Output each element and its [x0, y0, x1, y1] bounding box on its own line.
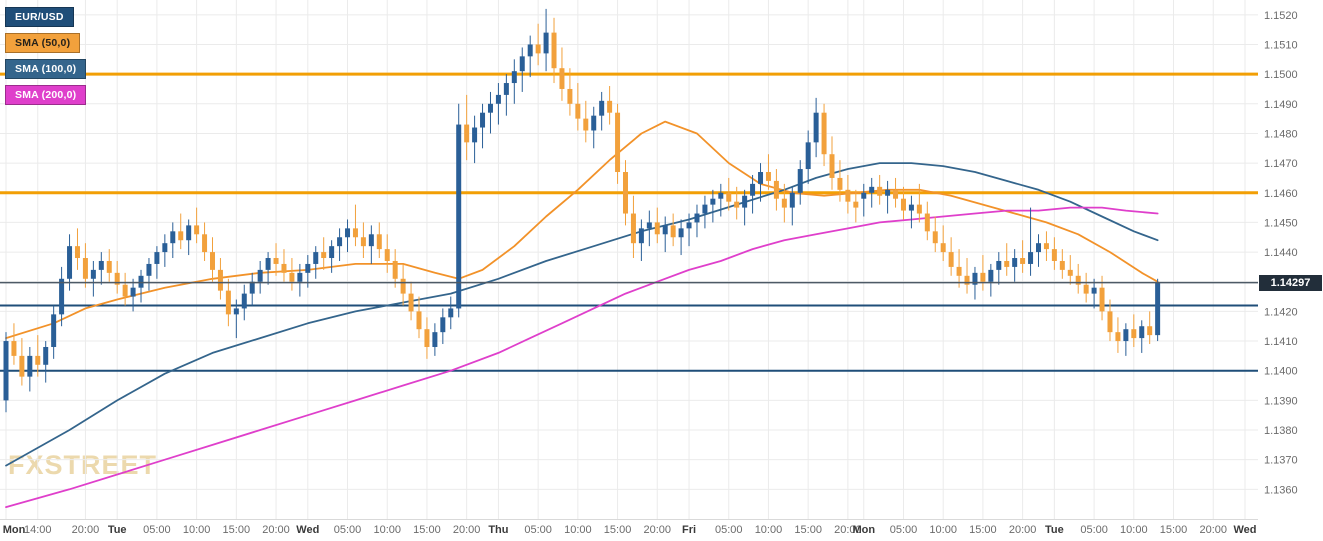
svg-text:1.1410: 1.1410	[1264, 336, 1298, 348]
svg-text:10:00: 10:00	[929, 524, 957, 536]
svg-text:14:00: 14:00	[24, 524, 52, 536]
grid-lines	[0, 0, 1258, 519]
legend-chip-sma-200[interactable]: SMA (200,0)	[5, 85, 87, 105]
svg-text:1.1510: 1.1510	[1264, 39, 1298, 51]
svg-text:20:00: 20:00	[72, 524, 100, 536]
svg-text:15:00: 15:00	[794, 524, 822, 536]
svg-text:20:00: 20:00	[453, 524, 481, 536]
svg-text:05:00: 05:00	[1080, 524, 1108, 536]
chart-legend: EUR/USD SMA (50,0) SMA (100,0) SMA (200,…	[5, 7, 87, 111]
svg-text:1.1360: 1.1360	[1264, 484, 1298, 496]
svg-text:15:00: 15:00	[223, 524, 251, 536]
candlestick-series[interactable]	[3, 8, 1161, 413]
svg-text:05:00: 05:00	[334, 524, 362, 536]
svg-text:10:00: 10:00	[755, 524, 783, 536]
svg-text:20:00: 20:00	[262, 524, 290, 536]
svg-text:05:00: 05:00	[143, 524, 171, 536]
svg-text:05:00: 05:00	[715, 524, 743, 536]
svg-text:05:00: 05:00	[524, 524, 552, 536]
legend-chip-sma-50[interactable]: SMA (50,0)	[5, 33, 81, 53]
sma-200-line	[5, 206, 1159, 509]
svg-text:1.1490: 1.1490	[1264, 99, 1298, 111]
svg-text:Wed: Wed	[296, 524, 319, 536]
svg-text:1.1370: 1.1370	[1264, 455, 1298, 467]
fxstreet-watermark: FXSTREET	[8, 450, 158, 480]
svg-text:05:00: 05:00	[890, 524, 918, 536]
svg-text:15:00: 15:00	[969, 524, 997, 536]
svg-text:Fri: Fri	[682, 524, 696, 536]
y-axis-labels: 1.1520 1.1510 1.1500 1.1490 1.1480 1.1470 1.14…	[1264, 10, 1298, 497]
svg-text:1.1390: 1.1390	[1264, 395, 1298, 407]
svg-text:20:00: 20:00	[644, 524, 672, 536]
last-price-badge: 1.14297	[1259, 275, 1322, 291]
svg-text:10:00: 10:00	[183, 524, 211, 536]
svg-text:Tue: Tue	[1045, 524, 1064, 536]
svg-text:15:00: 15:00	[1160, 524, 1188, 536]
svg-text:1.1380: 1.1380	[1264, 425, 1298, 437]
legend-chip-eurusd[interactable]: EUR/USD	[5, 7, 74, 27]
svg-text:10:00: 10:00	[373, 524, 401, 536]
svg-text:Thu: Thu	[488, 524, 508, 536]
svg-text:20:00: 20:00	[1199, 524, 1227, 536]
sma-50-line	[5, 120, 1159, 340]
svg-text:10:00: 10:00	[564, 524, 592, 536]
svg-text:15:00: 15:00	[413, 524, 441, 536]
svg-text:20:00: 20:00	[1009, 524, 1037, 536]
svg-text:1.1470: 1.1470	[1264, 158, 1298, 170]
svg-text:1.1480: 1.1480	[1264, 128, 1298, 140]
svg-text:1.1440: 1.1440	[1264, 247, 1298, 259]
svg-text:10:00: 10:00	[1120, 524, 1148, 536]
svg-text:1.1400: 1.1400	[1264, 366, 1298, 378]
svg-text:1.1520: 1.1520	[1264, 10, 1298, 22]
svg-text:Mon: Mon	[3, 524, 26, 536]
svg-text:1.1460: 1.1460	[1264, 188, 1298, 200]
svg-text:1.1450: 1.1450	[1264, 217, 1298, 229]
svg-text:1.1500: 1.1500	[1264, 69, 1298, 81]
svg-text:20:00: 20:00	[834, 524, 862, 536]
legend-chip-sma-100[interactable]: SMA (100,0)	[5, 59, 87, 79]
svg-text:Tue: Tue	[108, 524, 127, 536]
svg-text:Wed: Wed	[1233, 524, 1256, 536]
svg-text:1.1420: 1.1420	[1264, 306, 1298, 318]
svg-text:15:00: 15:00	[604, 524, 632, 536]
svg-text:Mon: Mon	[852, 524, 875, 536]
